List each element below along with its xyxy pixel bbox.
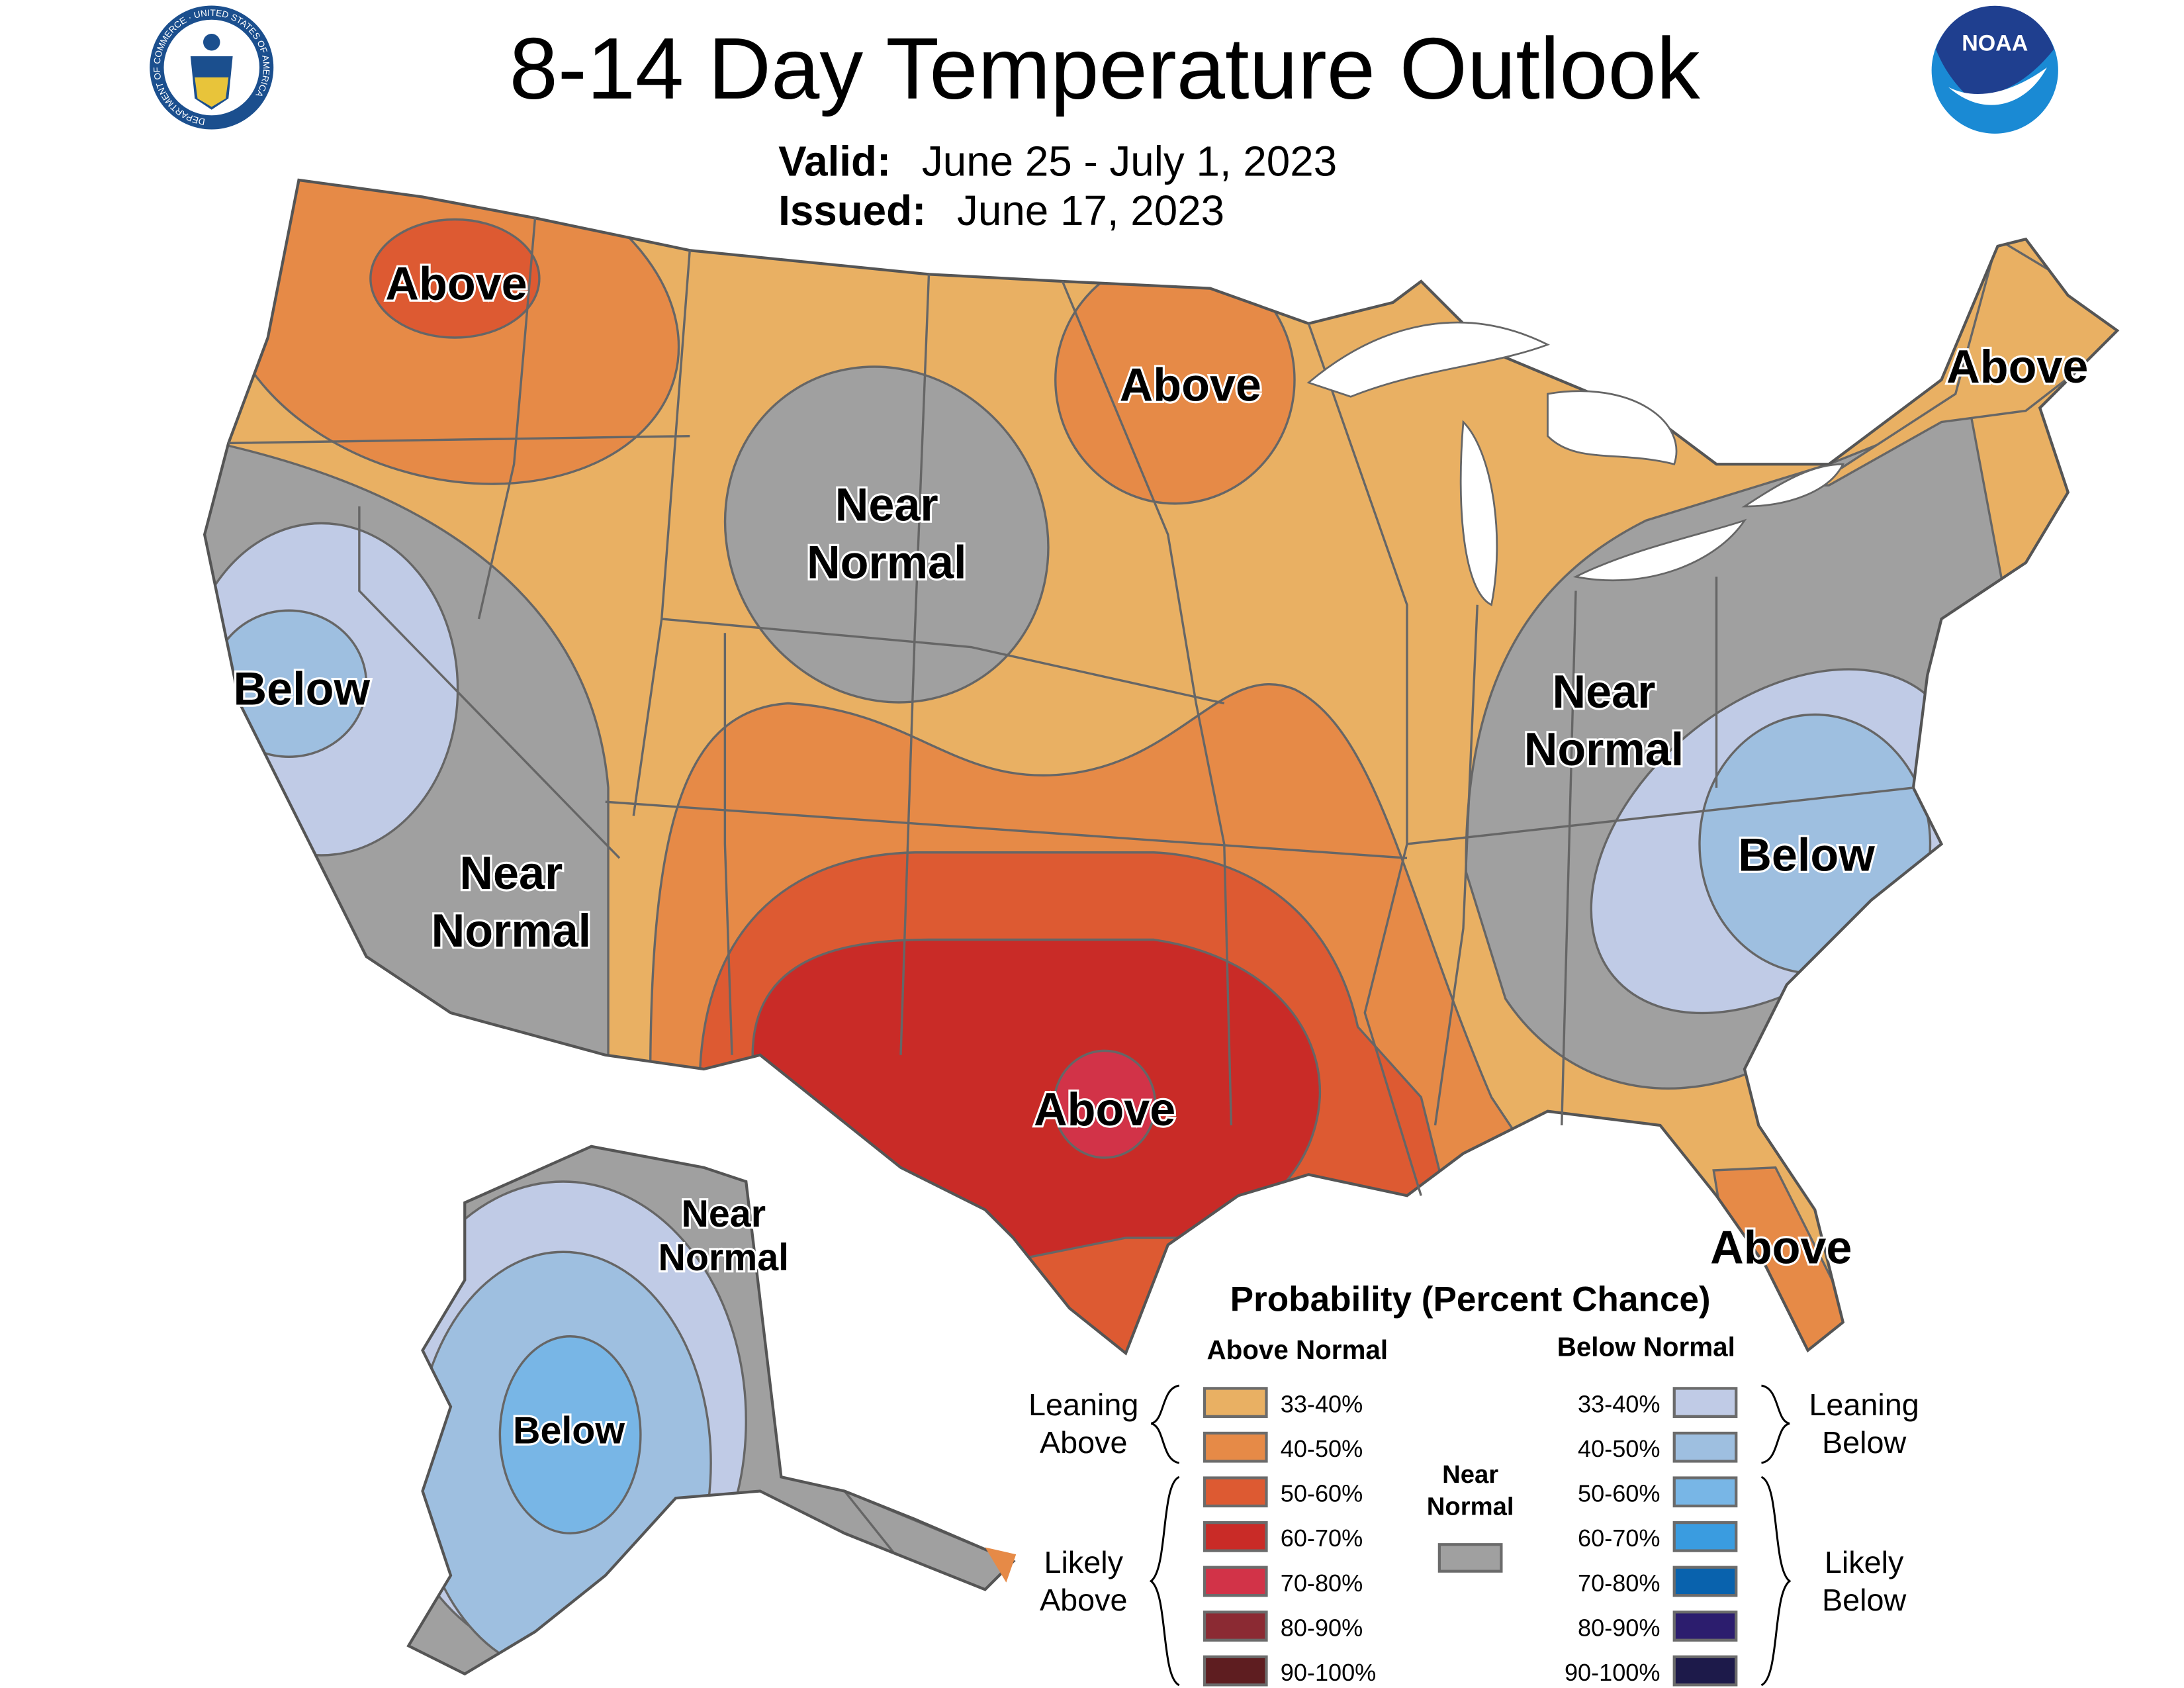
brace-likely-above [1149,1476,1180,1687]
label-se-below: Below [1738,829,1875,880]
label-ak-normal: Normal [658,1237,789,1279]
legend-likely-above-1: Likely [1044,1545,1123,1579]
legend-near-2: Normal [1427,1493,1514,1521]
legend-below-range: 50-60% [1578,1480,1660,1507]
conus-outlook-regions [1,100,2138,1378]
legend-swatch-above-1 [1203,1431,1268,1463]
ak-below-50-60-region [498,1335,642,1534]
legend-title: Probability (Percent Chance) [1230,1280,1711,1319]
legend-below-header: Below Normal [1557,1332,1735,1362]
legend-swatch-above-6 [1203,1655,1268,1687]
legend-above-range: 60-70% [1281,1524,1363,1552]
issued-label: Issued: [778,187,926,234]
legend-below-range: 33-40% [1578,1391,1660,1418]
label-east-near: Near [1553,666,1656,718]
legend-leaning-above-1: Leaning [1028,1387,1138,1422]
legend-swatch-near-normal [1437,1543,1503,1573]
tx-above-70-80-region [1052,1049,1157,1159]
legend-swatch-above-0 [1203,1387,1268,1418]
label-tx-above: Above [1034,1084,1175,1135]
legend-above-header: Above Normal [1206,1335,1388,1365]
legend-likely-below-2: Below [1822,1583,1907,1617]
map-labels: Above Above Above Near Normal Below Near… [231,256,2090,1454]
legend-swatch-above-4 [1203,1566,1268,1597]
wa-above-50-60-region [369,218,541,339]
valid-label: Valid: [778,138,891,185]
label-fl-above: Above [1710,1221,1852,1273]
legend-below-range: 60-70% [1578,1524,1660,1552]
legend-above-range: 40-50% [1281,1435,1363,1462]
brace-leaning-above [1150,1384,1180,1464]
legend-below-range: 80-90% [1578,1614,1660,1641]
legend-swatch-below-1 [1672,1431,1738,1463]
legend-below-range: 70-80% [1578,1570,1660,1597]
label-ak-near: Near [681,1193,766,1235]
state-borders [228,218,1914,1196]
legend-leaning-below-1: Leaning [1809,1387,1919,1422]
label-mn-above: Above [1120,359,1261,411]
valid-value: June 25 - July 1, 2023 [922,138,1337,185]
label-sw-normal: Normal [432,905,592,957]
legend-swatch-below-3 [1672,1521,1738,1552]
label-central-normal: Normal [807,536,967,588]
label-nw-above: Above [385,258,527,310]
great-lakes [1306,321,1844,606]
legend-swatch-below-0 [1672,1387,1738,1418]
department-of-commerce-seal-logo: DEPARTMENT OF COMMERCE · UNITED STATES O… [150,5,274,130]
legend-swatch-below-4 [1672,1566,1738,1597]
brace-likely-below [1760,1476,1792,1687]
noaa-logo-text: NOAA [1962,31,2028,56]
legend-swatch-below-6 [1672,1655,1738,1687]
legend: Probability (Percent Chance) Above Norma… [1028,1280,1919,1687]
label-ak-below: Below [513,1409,625,1452]
legend-leaning-below-2: Below [1822,1425,1907,1460]
legend-swatch-above-2 [1203,1476,1268,1508]
legend-likely-above-2: Above [1040,1583,1128,1617]
legend-above-range: 50-60% [1281,1480,1363,1507]
legend-likely-below-1: Likely [1825,1545,1904,1579]
legend-swatch-below-5 [1672,1611,1738,1642]
legend-above-range: 33-40% [1281,1391,1363,1418]
label-ne-above: Above [1946,341,2088,393]
legend-near-1: Near [1442,1460,1498,1489]
legend-above-range: 80-90% [1281,1614,1363,1641]
label-sw-near: Near [459,847,563,899]
label-ca-below: Below [234,663,371,715]
legend-above-range: 90-100% [1281,1659,1377,1686]
label-east-normal: Normal [1524,724,1684,775]
legend-below-range: 40-50% [1578,1435,1660,1462]
legend-swatch-below-2 [1672,1476,1738,1508]
legend-leaning-above-2: Above [1040,1425,1128,1460]
legend-swatch-above-3 [1203,1521,1268,1552]
legend-above-range: 70-80% [1281,1570,1363,1597]
legend-below-range: 90-100% [1565,1659,1661,1686]
noaa-logo: NOAA [1931,5,2058,134]
issued-value: June 17, 2023 [957,187,1224,234]
brace-leaning-below [1761,1384,1790,1464]
legend-swatch-above-5 [1203,1611,1268,1642]
central-near-normal-region [723,365,1050,704]
page-title: 8-14 Day Temperature Outlook [510,20,1701,117]
label-central-near: Near [835,479,938,530]
legend-rows: 33-40% 33-40% 40-50% 40-50% 50-60% 50-60% 60-7… [1203,1387,1738,1687]
